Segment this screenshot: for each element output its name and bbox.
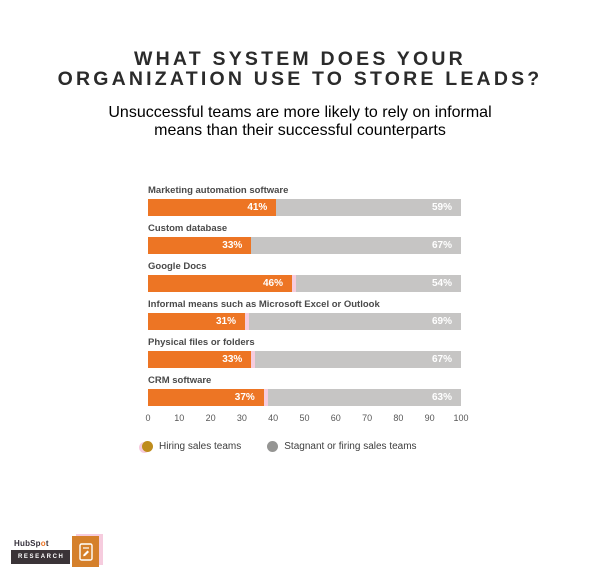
category-label: Marketing automation software xyxy=(148,185,289,196)
wordmark-prefix: HubSp xyxy=(14,539,41,548)
title-line-1: WHAT SYSTEM DOES YOUR xyxy=(134,48,466,70)
pink-sliver-accent xyxy=(251,351,256,368)
stagnant-segment: 67% xyxy=(255,351,461,368)
hiring-segment: 33% xyxy=(148,351,252,368)
x-axis-tick: 0 xyxy=(145,413,151,423)
subtitle-line-2: means than their successful counterparts xyxy=(154,122,446,139)
hubspot-research-logo: HubSpot RESEARCH xyxy=(11,536,100,567)
x-axis-tick: 70 xyxy=(362,413,373,423)
hiring-percent-label: 33% xyxy=(222,240,243,251)
pink-sliver-accent xyxy=(263,389,268,406)
stagnant-segment: 67% xyxy=(251,237,461,254)
pink-sliver-accent xyxy=(245,313,250,330)
stagnant-percent-label: 63% xyxy=(431,392,452,403)
stagnant-percent-label: 54% xyxy=(431,278,452,289)
x-axis-tick: 20 xyxy=(205,413,216,423)
legend-label-hiring: Hiring sales teams xyxy=(159,441,242,452)
stagnant-series-dot-icon xyxy=(267,441,279,452)
hiring-segment: 31% xyxy=(148,313,246,330)
chart-row: Custom database 33% 67% xyxy=(148,223,461,254)
stacked-bar: 46% 54% xyxy=(148,275,461,292)
hiring-series-dot-icon xyxy=(142,441,153,452)
category-label: Google Docs xyxy=(148,261,207,272)
stacked-bar: 31% 69% xyxy=(148,313,461,330)
hubspot-wordmark: HubSpot xyxy=(14,539,49,548)
legend-label-stagnant: Stagnant or firing sales teams xyxy=(284,441,417,452)
hiring-percent-label: 33% xyxy=(222,354,243,365)
bar-rows: Marketing automation software 41% 59% Cu… xyxy=(148,185,461,406)
stacked-bar: 33% 67% xyxy=(148,351,461,368)
report-tile xyxy=(72,536,100,567)
hiring-percent-label: 41% xyxy=(247,202,268,213)
stagnant-segment: 63% xyxy=(267,389,461,406)
stagnant-segment: 69% xyxy=(249,313,461,330)
header: WHAT SYSTEM DOES YOUR ORGANIZATION USE T… xyxy=(0,0,600,140)
category-label: Custom database xyxy=(148,223,228,234)
document-pencil-icon xyxy=(79,542,93,561)
brand-column: HubSpot RESEARCH xyxy=(11,539,71,564)
page-title: WHAT SYSTEM DOES YOUR ORGANIZATION USE T… xyxy=(0,49,600,89)
stacked-bar-chart: Marketing automation software 41% 59% Cu… xyxy=(142,185,469,452)
title-line-2: ORGANIZATION USE TO STORE LEADS? xyxy=(57,68,543,90)
legend: Hiring sales teams Stagnant or firing sa… xyxy=(142,441,461,452)
x-axis-tick: 80 xyxy=(393,413,404,423)
stagnant-percent-label: 69% xyxy=(431,316,452,327)
sprocket-icon: o xyxy=(40,539,46,548)
legend-item-stagnant: Stagnant or firing sales teams xyxy=(267,441,417,452)
stagnant-segment: 59% xyxy=(276,199,461,216)
hiring-segment: 37% xyxy=(148,389,264,406)
hiring-percent-label: 46% xyxy=(262,278,283,289)
hiring-segment: 33% xyxy=(148,237,252,254)
stagnant-percent-label: 67% xyxy=(431,240,452,251)
stagnant-percent-label: 67% xyxy=(431,354,452,365)
hiring-percent-label: 31% xyxy=(216,316,237,327)
category-label: Informal means such as Microsoft Excel o… xyxy=(148,299,380,310)
stacked-bar: 37% 63% xyxy=(148,389,461,406)
stagnant-segment: 54% xyxy=(295,275,461,292)
hiring-segment: 46% xyxy=(148,275,292,292)
x-axis: 0 10 20 30 40 50 60 70 80 90 100 xyxy=(145,413,468,425)
stacked-bar: 33% 67% xyxy=(148,237,461,254)
hiring-segment: 41% xyxy=(148,199,277,216)
chart-row: CRM software 37% 63% xyxy=(148,375,461,406)
chart-row: Physical files or folders 33% 67% xyxy=(148,337,461,368)
wordmark-suffix: t xyxy=(45,539,49,548)
x-axis-tick: 60 xyxy=(330,413,341,423)
hiring-percent-label: 37% xyxy=(234,392,255,403)
x-axis-tick: 50 xyxy=(299,413,310,423)
x-axis-tick: 30 xyxy=(236,413,247,423)
stagnant-percent-label: 59% xyxy=(431,202,452,213)
legend-item-hiring: Hiring sales teams xyxy=(142,441,241,452)
category-label: CRM software xyxy=(148,375,212,386)
category-label: Physical files or folders xyxy=(148,337,255,348)
x-axis-tick: 90 xyxy=(424,413,435,423)
research-badge: RESEARCH xyxy=(11,550,71,564)
x-axis-tick: 40 xyxy=(268,413,279,423)
stacked-bar: 41% 59% xyxy=(148,199,461,216)
chart-row: Google Docs 46% 54% xyxy=(148,261,461,292)
chart-row: Informal means such as Microsoft Excel o… xyxy=(148,299,461,330)
pink-sliver-accent xyxy=(291,275,296,292)
x-axis-tick: 10 xyxy=(174,413,185,423)
subtitle-line-1: Unsuccessful teams are more likely to re… xyxy=(108,104,492,121)
x-axis-tick: 100 xyxy=(453,413,469,423)
chart-row: Marketing automation software 41% 59% xyxy=(148,185,461,216)
